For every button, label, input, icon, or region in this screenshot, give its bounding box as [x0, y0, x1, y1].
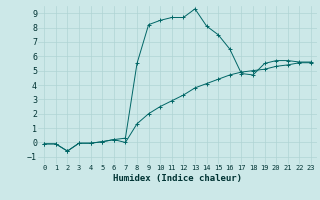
X-axis label: Humidex (Indice chaleur): Humidex (Indice chaleur) — [113, 174, 242, 183]
